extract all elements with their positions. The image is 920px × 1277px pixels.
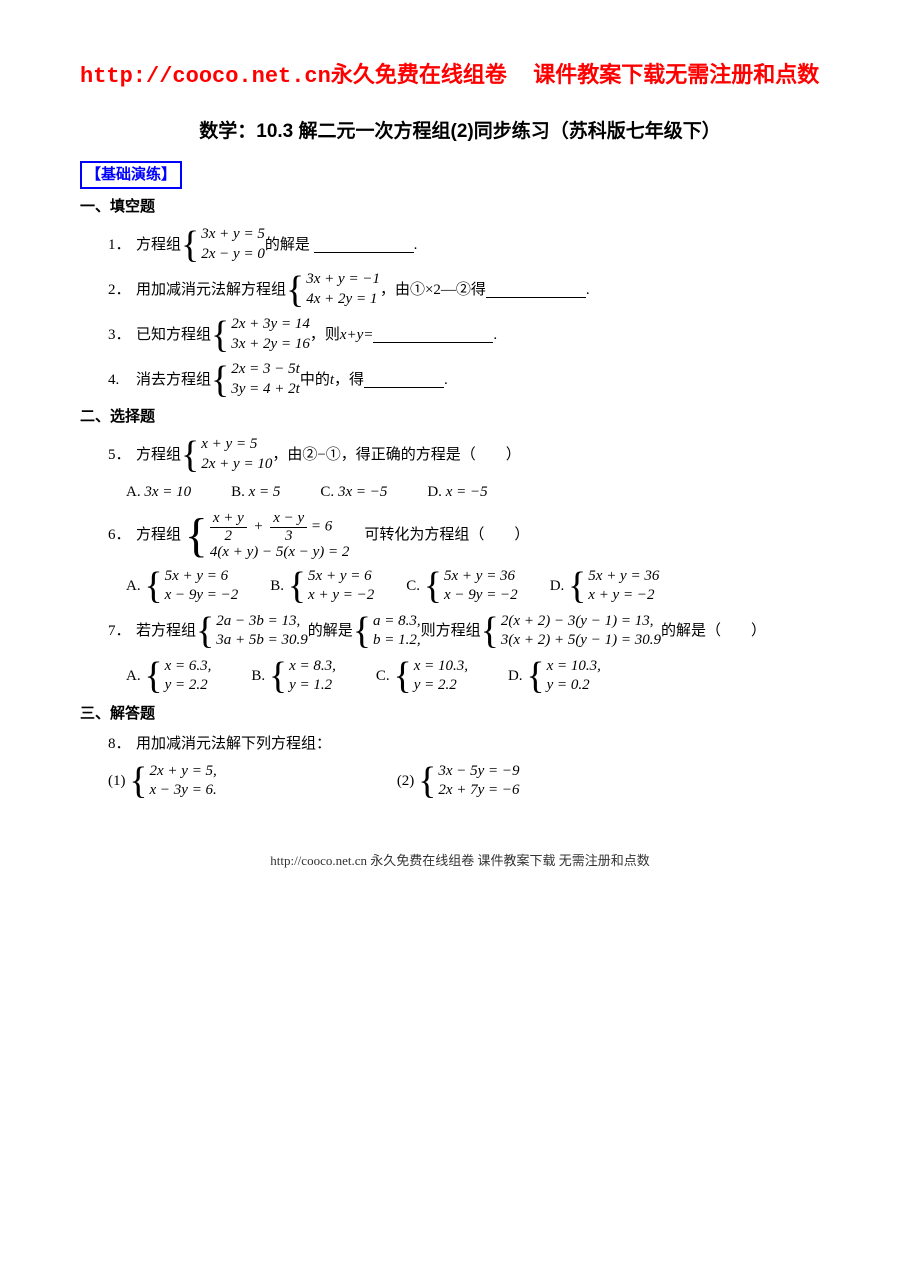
question-5: 5． 方程组 { x + y = 5 2x + y = 10 ，由②−①，得正确… — [108, 435, 840, 474]
question-2: 2． 用加减消元法解方程组 { 3x + y = −1 4x + 2y = 1 … — [108, 270, 840, 309]
q4-num: 4. — [108, 368, 136, 392]
header-cn1: 永久免费在线组卷 — [331, 62, 507, 87]
q7-sys2: { a = 8.3, b = 1.2, — [353, 612, 421, 651]
q5-opt-a: A. 3x = 10 — [126, 480, 191, 504]
q3-eq2: 3x + 2y = 16 — [231, 335, 310, 355]
q2-eq2: 4x + 2y = 1 — [306, 290, 380, 310]
q4-post: ，得 — [334, 368, 364, 392]
subheading-1: 一、填空题 — [80, 195, 840, 219]
q5-opt-c: C. 3x = −5 — [320, 480, 387, 504]
q6-row2: 4(x + y) − 5(x − y) = 2 — [210, 544, 350, 561]
q1-system: { 3x + y = 5 2x − y = 0 — [181, 225, 265, 264]
q6-num: 6． — [108, 523, 136, 547]
q6-row1: x + y2 + x − y3 = 6 — [210, 510, 350, 544]
q1-blank — [314, 237, 414, 253]
q2-num: 2． — [108, 278, 136, 302]
q7-opt-d: D. { x = 10.3, y = 0.2 — [508, 657, 601, 696]
q5-opt-b: B. x = 5 — [231, 480, 280, 504]
q7-opt-b: B. { x = 8.3, y = 1.2 — [251, 657, 336, 696]
q6-opt-b: B. { 5x + y = 6 x + y = −2 — [270, 567, 374, 606]
q7-sys1: { 2a − 3b = 13, 3a + 5b = 30.9 — [196, 612, 308, 651]
q6-options: A. { 5x + y = 6 x − 9y = −2 B. { 5x + y … — [126, 567, 840, 606]
q4-eq1: 2x = 3 − 5t — [231, 360, 300, 380]
section-box: 【基础演练】 — [80, 161, 182, 189]
q4-blank — [364, 372, 444, 388]
q1-eq1: 3x + y = 5 — [201, 225, 265, 245]
q5-opt-d: D. x = −5 — [427, 480, 487, 504]
q2-post: ，由①×2—②得 — [380, 278, 486, 302]
q6-post: 可转化为方程组（ ） — [349, 523, 529, 547]
q5-system: { x + y = 5 2x + y = 10 — [181, 435, 272, 474]
q4-mid: 中的 — [300, 368, 330, 392]
page-footer: http://cooco.net.cn 永久免费在线组卷 课件教案下载 无需注册… — [80, 851, 840, 872]
question-8: 8． 用加减消元法解下列方程组： — [108, 732, 840, 756]
q4-eq2: 3y = 4 + 2t — [231, 380, 300, 400]
question-7: 7． 若方程组 { 2a − 3b = 13, 3a + 5b = 30.9 的… — [108, 612, 840, 651]
q2-pre: 用加减消元法解方程组 — [136, 278, 286, 302]
q3-expr: x+y= — [340, 323, 374, 347]
question-6: 6． 方程组 { x + y2 + x − y3 = 6 4(x + y) − … — [108, 510, 840, 561]
q1-pre: 方程组 — [136, 233, 181, 257]
q6-system: { x + y2 + x − y3 = 6 4(x + y) − 5(x − y… — [185, 510, 350, 561]
q8-num: 8． — [108, 732, 136, 756]
q2-blank — [486, 282, 586, 298]
q3-eq1: 2x + 3y = 14 — [231, 315, 310, 335]
q3-num: 3． — [108, 323, 136, 347]
q8-text: 用加减消元法解下列方程组： — [136, 732, 331, 756]
q6-opt-c: C. { 5x + y = 36 x − 9y = −2 — [406, 567, 517, 606]
q6-opt-d: D. { 5x + y = 36 x + y = −2 — [550, 567, 660, 606]
q8-part1: (1) { 2x + y = 5, x − 3y = 6. — [108, 762, 217, 801]
q4-pre: 消去方程组 — [136, 368, 211, 392]
q3-post: . — [493, 323, 497, 347]
header-url: http://cooco.net.cn — [80, 64, 331, 89]
q1-num: 1． — [108, 233, 136, 257]
q7-pre: 若方程组 — [136, 619, 196, 643]
q7-sys3: { 2(x + 2) − 3(y − 1) = 13, 3(x + 2) + 5… — [481, 612, 661, 651]
subheading-2: 二、选择题 — [80, 405, 840, 429]
q5-post: ，由②−①，得正确的方程是（ ） — [272, 443, 520, 467]
q5-pre: 方程组 — [136, 443, 181, 467]
page-header: http://cooco.net.cn永久免费在线组卷 课件教案下载无需注册和点… — [80, 60, 840, 93]
q2-eq1: 3x + y = −1 — [306, 270, 380, 290]
q8-parts: (1) { 2x + y = 5, x − 3y = 6. (2) { 3x −… — [108, 762, 840, 801]
question-4: 4. 消去方程组 { 2x = 3 − 5t 3y = 4 + 2t 中的 t … — [108, 360, 840, 399]
q3-blank — [373, 327, 493, 343]
q1-post: 的解是 — [265, 233, 310, 257]
q7-mid2: 则方程组 — [421, 619, 481, 643]
q5-eq1: x + y = 5 — [201, 435, 272, 455]
q7-options: A. { x = 6.3, y = 2.2 B. { x = 8.3, y = … — [126, 657, 840, 696]
q5-num: 5． — [108, 443, 136, 467]
q7-post: 的解是（ ） — [661, 619, 766, 643]
q6-pre: 方程组 — [136, 523, 181, 547]
q7-opt-a: A. { x = 6.3, y = 2.2 — [126, 657, 211, 696]
q7-opt-c: C. { x = 10.3, y = 2.2 — [376, 657, 468, 696]
q5-eq2: 2x + y = 10 — [201, 455, 272, 475]
header-cn2: 课件教案下载无需注册和点数 — [533, 62, 819, 87]
q2-system: { 3x + y = −1 4x + 2y = 1 — [286, 270, 380, 309]
q3-system: { 2x + 3y = 14 3x + 2y = 16 — [211, 315, 310, 354]
q3-mid: ，则 — [310, 323, 340, 347]
q4-system: { 2x = 3 − 5t 3y = 4 + 2t — [211, 360, 300, 399]
q8-part2: (2) { 3x − 5y = −9 2x + 7y = −6 — [397, 762, 520, 801]
question-1: 1． 方程组 { 3x + y = 5 2x − y = 0 的解是 . — [108, 225, 840, 264]
page-title: 数学：10.3 解二元一次方程组(2)同步练习（苏科版七年级下） — [80, 117, 840, 147]
q1-eq2: 2x − y = 0 — [201, 245, 265, 265]
q7-num: 7． — [108, 619, 136, 643]
question-3: 3． 已知方程组 { 2x + 3y = 14 3x + 2y = 16 ，则 … — [108, 315, 840, 354]
q5-options: A. 3x = 10 B. x = 5 C. 3x = −5 D. x = −5 — [126, 480, 840, 504]
q6-opt-a: A. { 5x + y = 6 x − 9y = −2 — [126, 567, 238, 606]
subheading-3: 三、解答题 — [80, 702, 840, 726]
q7-mid1: 的解是 — [308, 619, 353, 643]
q3-pre: 已知方程组 — [136, 323, 211, 347]
